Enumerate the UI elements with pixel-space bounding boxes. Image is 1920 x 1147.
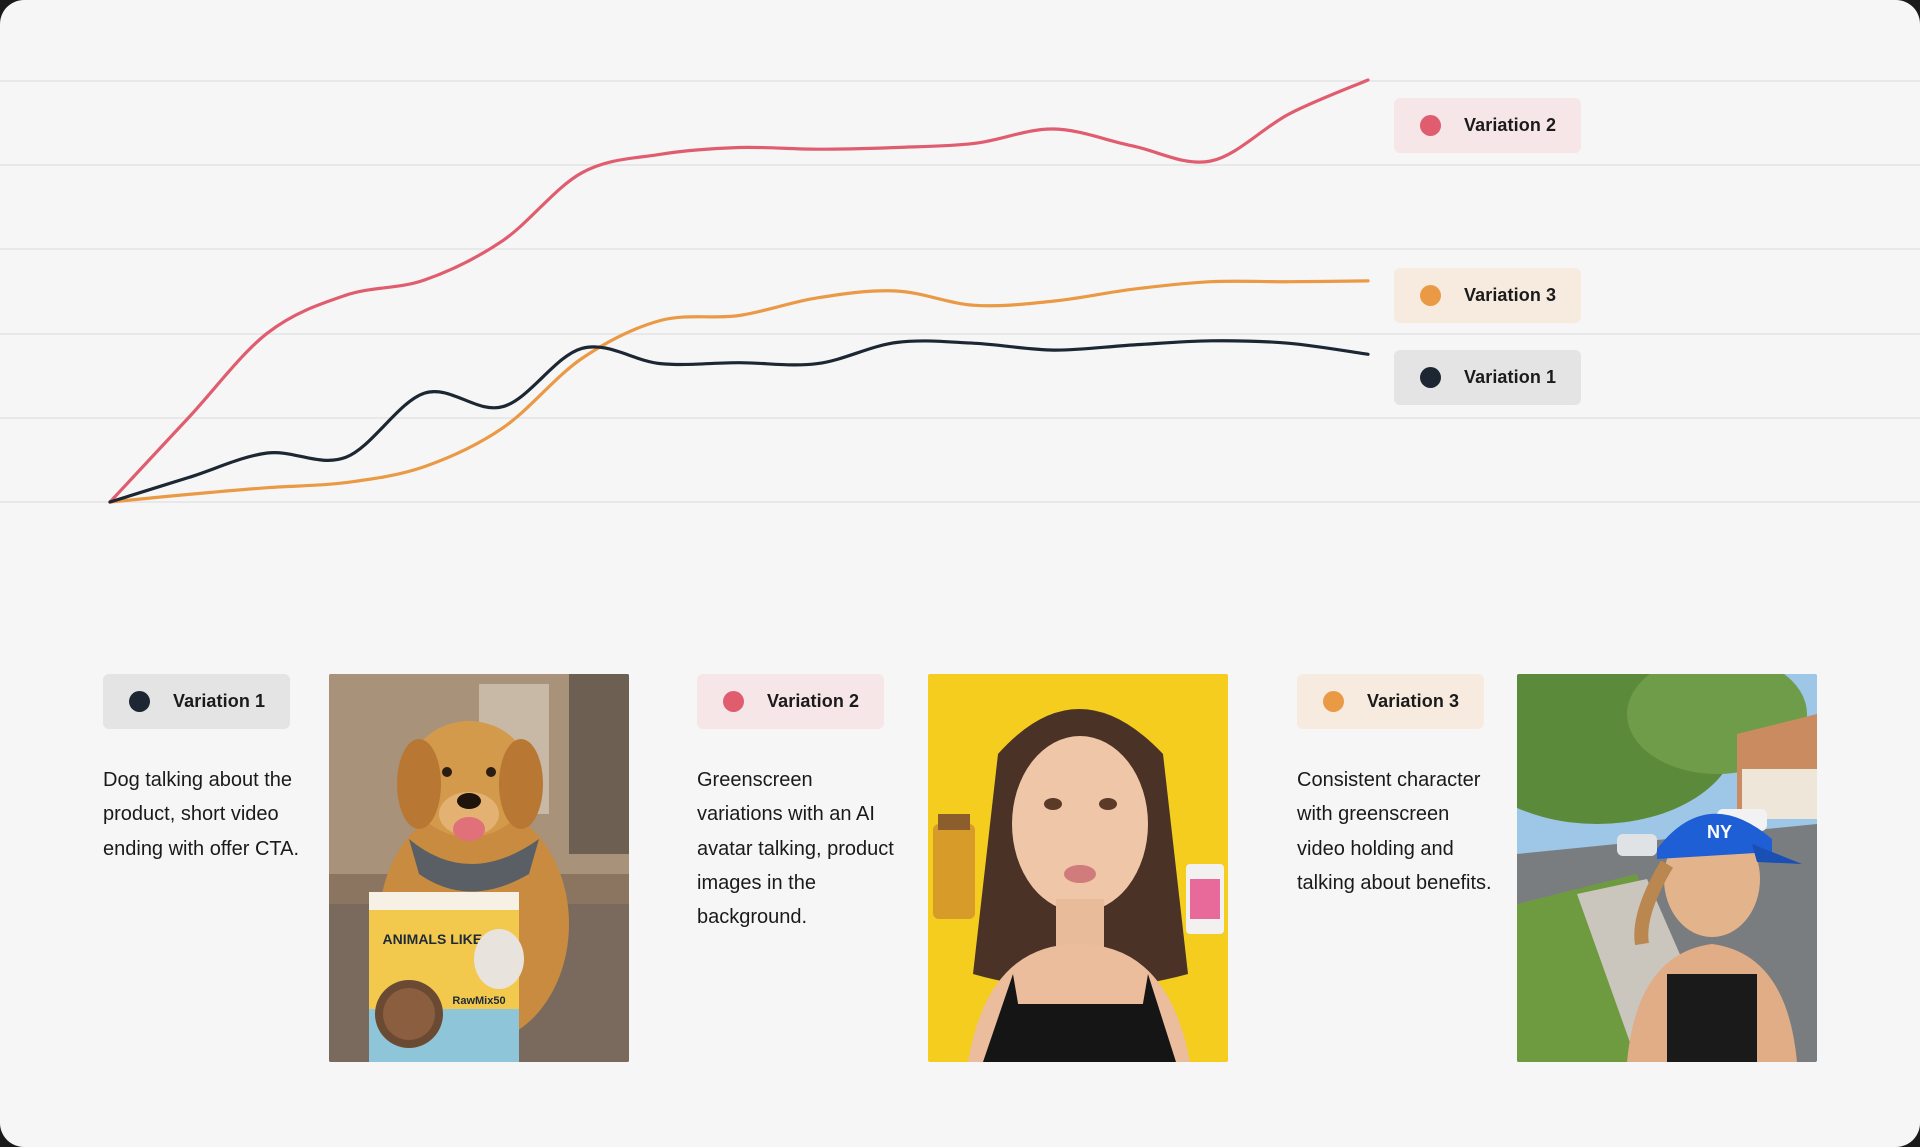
variation-3-image: NY [1517, 674, 1817, 1062]
legend-label: Variation 3 [1464, 285, 1557, 305]
variation-2-image [928, 674, 1228, 1062]
bag-product-text: RawMix50 [452, 995, 505, 1007]
series-line-variation-1 [108, 339, 1370, 504]
variation-3-badge: Variation 3 [1297, 674, 1484, 729]
variation-1-image: ANIMALS LIKE US RawMix50 [329, 674, 629, 1062]
bag-brand-text: ANIMALS LIKE US [383, 931, 506, 947]
series-line-variation-2 [108, 78, 1370, 504]
variation-2-description: Greenscreen variations with an AI avatar… [697, 769, 894, 929]
legend-variation-1: Variation 1 [1394, 350, 1581, 405]
variation-1-label: Variation 1 [173, 691, 266, 711]
variation-1-description: Dog talking about the product, short vid… [103, 769, 300, 860]
variation-1-dot [129, 691, 150, 712]
legend-dot-variation-3 [1420, 285, 1441, 306]
variation-2-dot [723, 691, 744, 712]
legend-dot-variation-2 [1420, 115, 1441, 136]
variation-2-label: Variation 2 [767, 691, 860, 711]
svg-text:NY: NY [1707, 822, 1732, 842]
legend-dot-variation-1 [1420, 367, 1441, 388]
variation-3-description: Consistent character with greenscreen vi… [1297, 769, 1492, 894]
variation-3-label: Variation 3 [1367, 691, 1460, 711]
series-line-variation-3 [108, 279, 1370, 504]
variation-2-badge: Variation 2 [697, 674, 884, 729]
legend-variation-3: Variation 3 [1394, 268, 1581, 323]
legend-label: Variation 2 [1464, 115, 1557, 135]
legend-label: Variation 1 [1464, 367, 1557, 387]
legend-variation-2: Variation 2 [1394, 98, 1581, 153]
variation-1-badge: Variation 1 [103, 674, 290, 729]
variation-3-dot [1323, 691, 1344, 712]
line-chart [0, 78, 1920, 504]
